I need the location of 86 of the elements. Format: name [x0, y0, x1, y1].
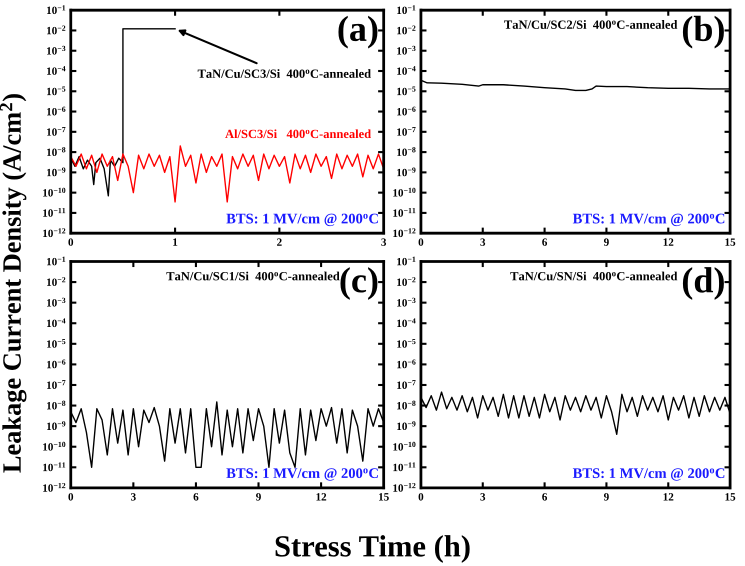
- y-tick-label: 10$^{−8}$: [47, 400, 66, 410]
- y-tick-label: 10$^{−11}$: [43, 208, 66, 217]
- x-tick-label: 0: [68, 493, 74, 501]
- x-tick-label: 9: [604, 238, 609, 246]
- x-tick-label: 12: [316, 493, 326, 500]
- y-tick-label: 10$^{−2}$: [397, 26, 416, 34]
- y-tick-label: 10$^{−10}$: [393, 442, 416, 451]
- x-tick-label: 15: [725, 493, 736, 501]
- y-tick-label: 10$^{−6}$: [397, 106, 416, 116]
- y-tick-label: 10$^{−10}$: [43, 188, 66, 197]
- x-tick-label: 3: [480, 493, 486, 501]
- x-tick-label: 3: [130, 493, 136, 501]
- y-axis-title: Leakage Current Density (A/cm$^{2}$): [0, 94, 26, 473]
- annotation: BTS: 1 MV/cm @ 200$^{o}$C: [226, 214, 378, 226]
- annotation: TaN/Cu/SC3/Si 400$^{o}$C-annealed: [198, 69, 371, 78]
- y-tick-label: 10$^{−3}$: [397, 46, 416, 55]
- y-tick-label: 10$^{−5}$: [397, 86, 416, 96]
- y-tick-label: 10$^{−2}$: [397, 277, 416, 286]
- x-tick-label: 3: [381, 238, 386, 246]
- x-tick-label: 15: [725, 238, 736, 246]
- y-tick-label: 10$^{−8}$: [397, 147, 416, 156]
- y-tick-label: 10$^{−7}$: [47, 127, 66, 136]
- x-tick-label: 12: [664, 493, 674, 500]
- annotation: TaN/Cu/SC1/Si 400$^{o}$C-annealed: [166, 272, 340, 280]
- x-tick-label: 3: [480, 238, 486, 246]
- y-tick-label: 10$^{−5}$: [47, 86, 66, 96]
- y-tick-label: 10$^{−6}$: [47, 359, 66, 368]
- y-tick-label: 10$^{−1}$: [47, 5, 66, 14]
- x-tick-label: 2: [277, 238, 282, 246]
- y-tick-label: 10$^{−10}$: [393, 188, 416, 197]
- y-tick-label: 10$^{−11}$: [393, 208, 416, 217]
- y-tick-label: 10$^{−7}$: [47, 380, 66, 389]
- y-tick-label: 10$^{−6}$: [47, 106, 66, 116]
- y-tick-label: 10$^{−10}$: [43, 442, 66, 451]
- y-tick-label: 10$^{−7}$: [397, 380, 416, 389]
- x-axis-title: Stress Time (h): [276, 535, 470, 563]
- y-tick-label: 10$^{−11}$: [43, 462, 66, 472]
- y-tick-label: 10$^{−12}$: [393, 228, 416, 238]
- y-tick-label: 10$^{−1}$: [397, 256, 416, 266]
- y-tick-label: 10$^{−2}$: [47, 26, 66, 34]
- y-tick-label: 10$^{−8}$: [47, 147, 66, 156]
- y-tick-label: 10$^{−1}$: [397, 5, 416, 14]
- x-tick-label: 9: [604, 493, 609, 501]
- y-tick-label: 10$^{−11}$: [393, 462, 416, 472]
- y-tick-label: 10$^{−5}$: [47, 339, 66, 348]
- x-tick-label: 15: [379, 493, 389, 501]
- y-tick-label: 10$^{−4}$: [47, 66, 66, 75]
- y-tick-label: 10$^{−9}$: [397, 167, 416, 176]
- y-tick-label: 10$^{−9}$: [397, 421, 416, 430]
- x-tick-label: 12: [664, 238, 674, 246]
- y-tick-label: 10$^{−12}$: [43, 482, 66, 492]
- x-tick-label: 6: [542, 238, 548, 246]
- annotation: (a): [338, 16, 378, 49]
- annotation: (b): [682, 16, 724, 49]
- y-tick-label: 10$^{−8}$: [397, 400, 416, 410]
- x-tick-label: 6: [194, 493, 198, 501]
- y-tick-label: 10$^{−4}$: [47, 318, 66, 328]
- y-tick-label: 10$^{−12}$: [393, 482, 416, 492]
- x-tick-label: 0: [418, 238, 424, 246]
- y-tick-label: 10$^{−7}$: [397, 127, 416, 136]
- y-tick-label: 10$^{−3}$: [47, 46, 66, 55]
- annotation: TaN/Cu/SN/Si 400$^{o}$C-annealed: [510, 272, 678, 280]
- x-tick-label: 0: [68, 238, 74, 246]
- y-tick-label: 10$^{−9}$: [47, 421, 66, 430]
- annotation: (d): [682, 267, 724, 300]
- y-tick-label: 10$^{−4}$: [397, 66, 416, 75]
- y-tick-label: 10$^{−3}$: [397, 298, 416, 307]
- annotation: BTS: 1 MV/cm @ 200$^{o}$C: [572, 214, 724, 226]
- y-tick-label: 10$^{−5}$: [397, 339, 416, 348]
- x-tick-label: 6: [542, 493, 548, 501]
- annotation: Al/SC3/Si 400$^{o}$C-annealed: [225, 129, 371, 138]
- annotation: BTS: 1 MV/cm @ 200$^{o}$C: [572, 468, 724, 481]
- x-tick-label: 0: [418, 493, 424, 501]
- line-series: [70, 145, 384, 203]
- y-tick-label: 10$^{−6}$: [397, 359, 416, 368]
- y-tick-label: 10$^{−3}$: [47, 298, 66, 307]
- x-tick-label: 1: [173, 238, 178, 246]
- y-tick-label: 10$^{−9}$: [47, 167, 66, 176]
- x-tick-label: 9: [256, 493, 261, 501]
- y-tick-label: 10$^{−1}$: [47, 256, 66, 266]
- annotation: TaN/Cu/SC2/Si 400$^{o}$C-annealed: [504, 20, 678, 29]
- y-tick-label: 10$^{−12}$: [43, 228, 66, 238]
- y-tick-label: 10$^{−4}$: [397, 318, 416, 328]
- y-tick-label: 10$^{−2}$: [47, 277, 66, 286]
- annotation: (c): [340, 267, 378, 300]
- annotation: BTS: 1 MV/cm @ 200$^{o}$C: [226, 468, 378, 481]
